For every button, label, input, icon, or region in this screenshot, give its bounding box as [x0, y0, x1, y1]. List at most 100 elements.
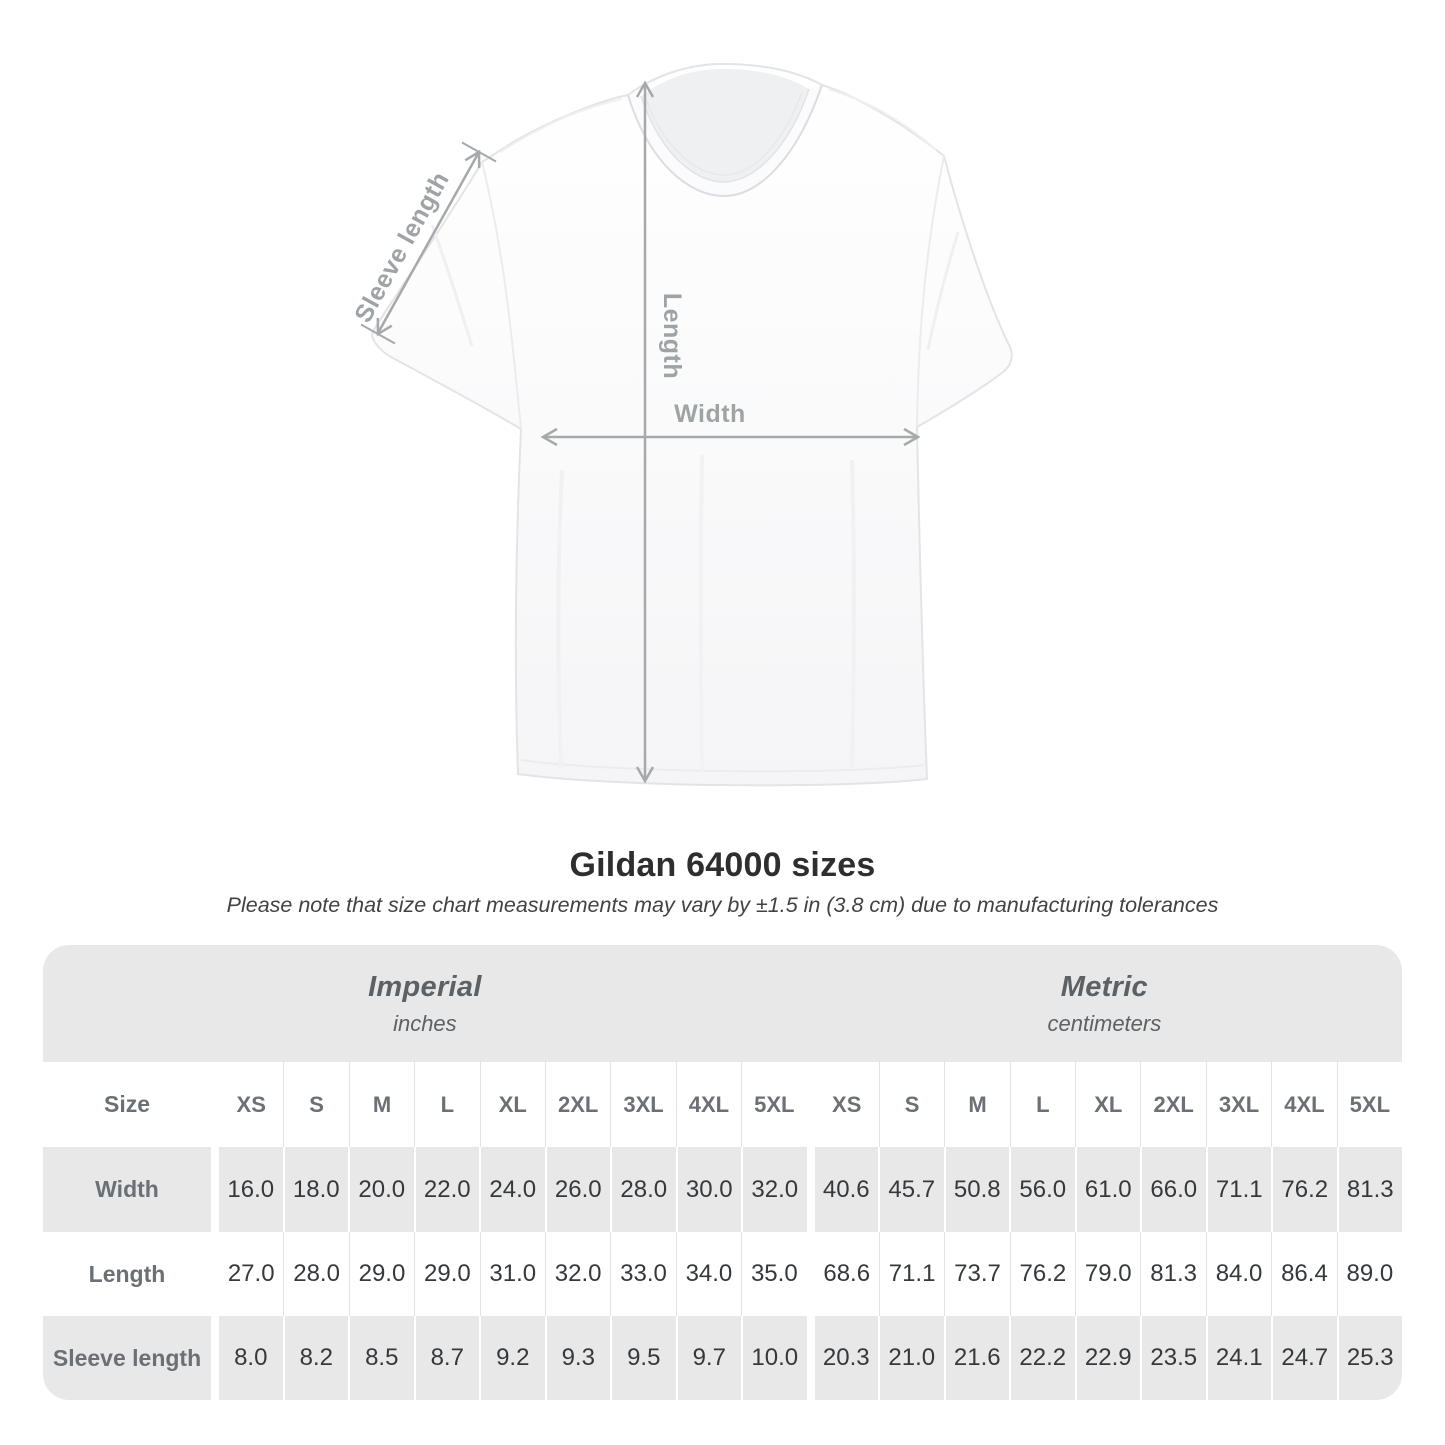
column-gap [211, 1062, 219, 1147]
size-column-label: Size [103, 1091, 151, 1117]
metric-unit: centimeters [1047, 1010, 1162, 1036]
value-cell: 8.7 [413, 1316, 479, 1400]
size-col-header: 2XL [1140, 1062, 1205, 1147]
value-cell: 61.0 [1074, 1147, 1140, 1232]
value-cell: 81.3 [1336, 1147, 1402, 1232]
value-cell: 27.0 [227, 1260, 275, 1287]
row-label: Width [43, 1147, 211, 1232]
value-cell: 79.0 [1075, 1232, 1140, 1316]
value-cell: 89.0 [1336, 1232, 1402, 1316]
table-row-length: Length 27.0 28.0 29.0 29.0 31.0 32.0 33.… [43, 1232, 1402, 1316]
column-gap [807, 1316, 815, 1400]
value-cell: 21.6 [943, 1316, 1009, 1400]
size-col-header: XL [1075, 1062, 1140, 1147]
imperial-header: Imperial inches [43, 945, 807, 1062]
metric-title: Metric [1060, 970, 1148, 1003]
value-cell: 20.3 [814, 1316, 878, 1400]
size-col-header: XS [832, 1091, 862, 1117]
value-cell: 22.0 [413, 1147, 479, 1232]
width-arrow [540, 427, 921, 447]
value-cell: 21.0 [878, 1316, 944, 1400]
column-gap [807, 1147, 815, 1232]
value-cell: 33.0 [610, 1232, 675, 1316]
size-col-header: M [944, 1062, 1009, 1147]
value-cell: 34.0 [675, 1232, 741, 1316]
size-col-header: 4XL [1271, 1062, 1336, 1147]
column-gap [211, 1232, 219, 1316]
size-col-header: M [348, 1062, 414, 1147]
value-cell: 29.0 [414, 1232, 479, 1316]
value-cell: 8.5 [348, 1316, 414, 1400]
size-header-row: Size XS S M L XL 2XL 3XL 4XL 5XL XS S M … [43, 1062, 1402, 1147]
value-cell: 22.9 [1074, 1316, 1140, 1400]
tshirt-size-diagram: Sleeve length Length Width [349, 63, 1013, 787]
value-cell: 40.6 [814, 1147, 878, 1232]
value-cell: 45.7 [878, 1147, 944, 1232]
value-cell: 29.0 [348, 1232, 414, 1316]
value-cell: 32.0 [544, 1232, 610, 1316]
value-cell: 71.1 [1205, 1147, 1271, 1232]
value-cell: 84.0 [1205, 1232, 1271, 1316]
size-col-header: S [283, 1062, 348, 1147]
value-cell: 76.2 [1009, 1232, 1075, 1316]
table-row-sleeve-length: Sleeve length 8.0 8.2 8.5 8.7 9.2 9.3 9.… [43, 1316, 1402, 1400]
size-col-header: 5XL [741, 1062, 806, 1147]
size-col-header: 3XL [1205, 1062, 1271, 1147]
value-cell: 71.1 [878, 1232, 944, 1316]
value-cell: 66.0 [1140, 1147, 1206, 1232]
value-cell: 73.7 [944, 1232, 1009, 1316]
size-table: Imperial inches Metric centimeters Size … [43, 945, 1402, 1400]
value-cell: 31.0 [479, 1232, 545, 1316]
value-cell: 23.5 [1140, 1316, 1206, 1400]
value-cell: 50.8 [943, 1147, 1009, 1232]
imperial-unit: inches [393, 1010, 457, 1036]
value-cell: 56.0 [1009, 1147, 1075, 1232]
value-cell: 26.0 [544, 1147, 610, 1232]
column-gap [807, 1062, 815, 1147]
value-cell: 68.6 [823, 1260, 871, 1287]
length-label: Length [658, 293, 686, 379]
size-col-header: S [878, 1062, 944, 1147]
value-cell: 30.0 [675, 1147, 741, 1232]
row-label: Sleeve length [43, 1316, 211, 1400]
sleeve-length-arrow [360, 141, 497, 345]
unit-header-band: Imperial inches Metric centimeters [43, 945, 1402, 1062]
value-cell: 35.0 [741, 1232, 806, 1316]
size-col-header: XS [236, 1091, 266, 1117]
value-cell: 10.0 [741, 1316, 807, 1400]
imperial-title: Imperial [368, 970, 482, 1003]
value-cell: 76.2 [1271, 1147, 1337, 1232]
width-label: Width [674, 400, 746, 428]
value-cell: 8.0 [219, 1316, 283, 1400]
column-gap [211, 1147, 219, 1232]
length-arrow [635, 80, 655, 784]
value-cell: 81.3 [1140, 1232, 1205, 1316]
value-cell: 32.0 [741, 1147, 807, 1232]
value-cell: 28.0 [610, 1147, 676, 1232]
page-title: Gildan 64000 sizes [569, 846, 876, 884]
value-cell: 86.4 [1271, 1232, 1336, 1316]
value-cell: 9.3 [544, 1316, 610, 1400]
size-col-header: 2XL [544, 1062, 610, 1147]
table-row-width: Width 16.0 18.0 20.0 22.0 24.0 26.0 28.0… [43, 1147, 1402, 1232]
size-col-header: 5XL [1336, 1062, 1402, 1147]
metric-header: Metric centimeters [807, 945, 1402, 1062]
row-label: Length [88, 1260, 166, 1287]
value-cell: 24.1 [1205, 1316, 1271, 1400]
tshirt-diagram-svg: Sleeve length Length Width [349, 63, 1013, 787]
value-cell: 9.5 [610, 1316, 676, 1400]
value-cell: 25.3 [1336, 1316, 1402, 1400]
value-cell: 9.7 [675, 1316, 741, 1400]
value-cell: 18.0 [282, 1147, 348, 1232]
column-gap [807, 1232, 815, 1316]
size-col-header: L [1009, 1062, 1075, 1147]
size-col-header: 3XL [610, 1062, 675, 1147]
size-col-header: 4XL [675, 1062, 741, 1147]
value-cell: 28.0 [283, 1232, 348, 1316]
column-gap [211, 1316, 219, 1400]
value-cell: 20.0 [348, 1147, 414, 1232]
value-cell: 22.2 [1009, 1316, 1075, 1400]
value-cell: 24.7 [1271, 1316, 1337, 1400]
size-col-header: L [414, 1062, 479, 1147]
value-cell: 16.0 [219, 1147, 283, 1232]
